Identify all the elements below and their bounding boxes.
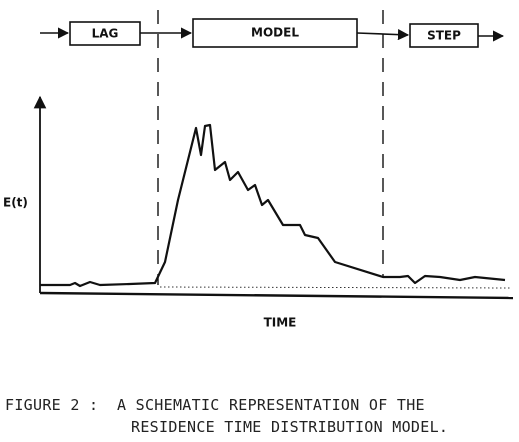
- step-label: STEP: [427, 29, 461, 43]
- x-axis: [39, 291, 514, 300]
- step-box: [409, 23, 479, 48]
- baseline: [159, 286, 511, 289]
- x-axis-label: TIME: [264, 316, 297, 330]
- response-curve: [40, 123, 506, 288]
- lag-label: LAG: [92, 27, 119, 41]
- model-label: MODEL: [251, 26, 299, 40]
- caption-line: RESIDENCE TIME DISTRIBUTION MODEL.: [131, 418, 449, 436]
- model-box: [192, 18, 358, 48]
- y-axis-label: E(t): [3, 196, 28, 210]
- lag-box: [69, 21, 141, 46]
- caption-line: FIGURE 2 : A SCHEMATIC REPRESENTATION OF…: [5, 396, 425, 414]
